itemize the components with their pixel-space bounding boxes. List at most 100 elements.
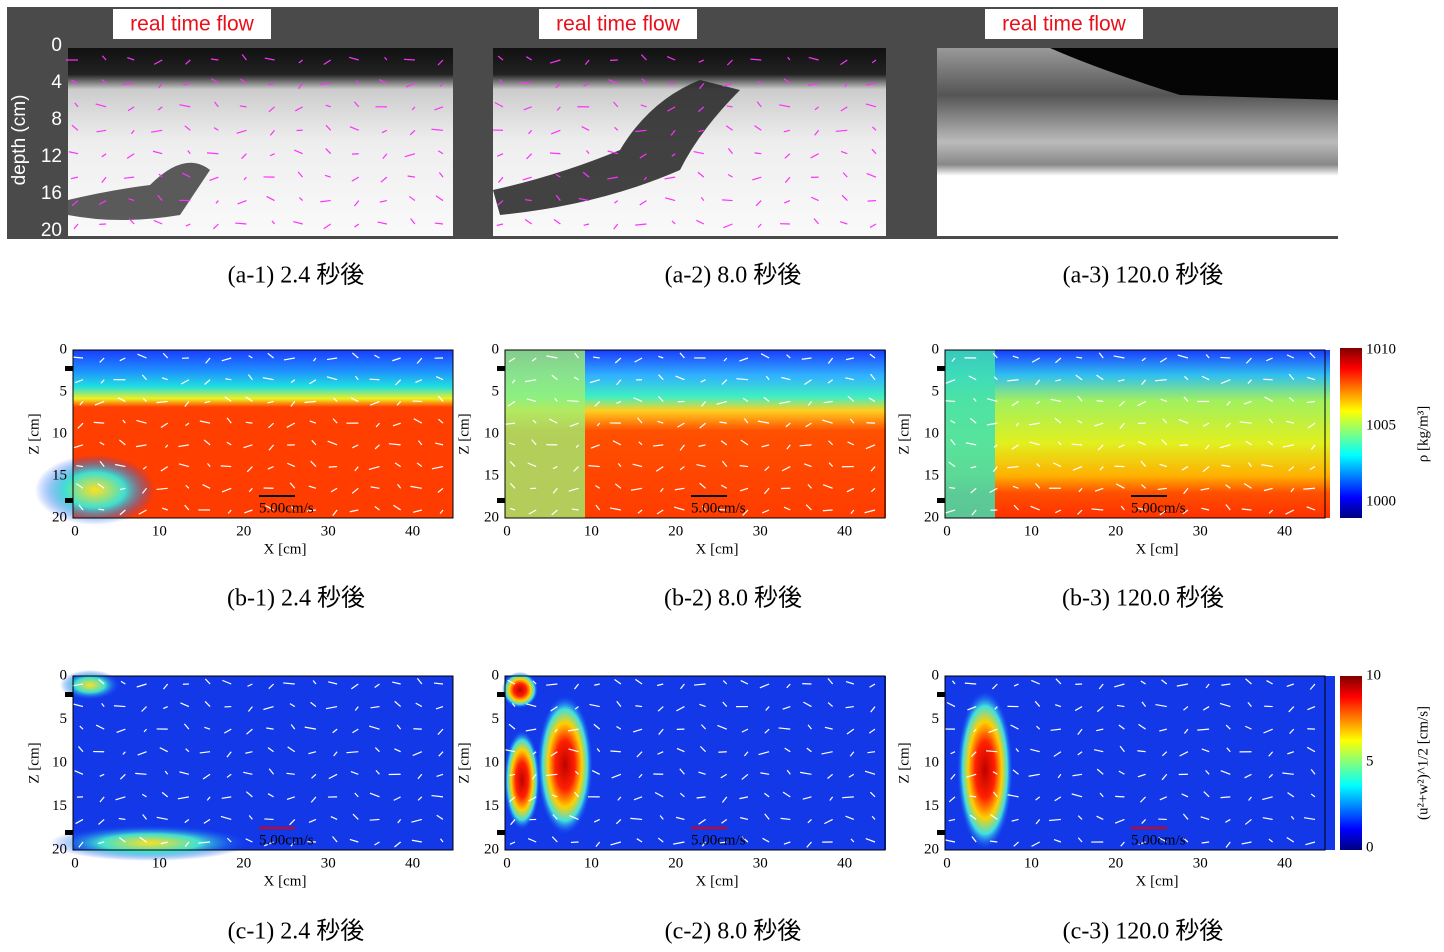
velocity-arrow — [269, 153, 275, 157]
velocity-arrow — [496, 223, 504, 227]
velocity-arrow — [698, 444, 706, 447]
y-tick-label: 0 — [492, 667, 500, 683]
velocity-arrow — [616, 726, 622, 730]
velocity-arrow — [741, 836, 749, 843]
velocity-arrow — [379, 199, 387, 203]
x-axis-label: X [cm] — [1136, 541, 1179, 557]
velocity-arrow — [589, 379, 600, 384]
velocity-arrow — [989, 487, 998, 494]
velocity-arrow — [658, 728, 664, 735]
velocity-arrow — [349, 126, 359, 131]
velocity-arrow — [1247, 462, 1252, 467]
velocity-arrow — [1096, 815, 1104, 820]
velocity-arrow — [287, 746, 296, 753]
velocity-arrow — [787, 56, 791, 61]
velocity-arrow — [568, 487, 579, 492]
velocity-arrow — [869, 791, 876, 798]
velocity-arrow — [210, 58, 219, 61]
x-tick-label: 30 — [321, 855, 336, 871]
velocity-arrow — [349, 509, 359, 513]
velocity-arrow — [311, 439, 317, 446]
velocity-arrow — [610, 750, 621, 753]
velocity-arrow — [1244, 773, 1252, 779]
velocity-arrow — [378, 78, 388, 84]
velocity-arrow — [726, 59, 733, 66]
velocity-arrow — [717, 508, 727, 511]
velocity-arrow — [435, 376, 444, 381]
velocity-arrow — [721, 818, 728, 824]
velocity-arrow — [1245, 357, 1252, 364]
velocity-arrow — [671, 220, 676, 225]
velocity-arrow — [742, 397, 749, 402]
velocity-arrow — [374, 505, 380, 511]
colorbar-tick: 1000 — [1366, 493, 1396, 509]
colorbar-label: ρ [kg/m³] — [1415, 406, 1431, 463]
velocity-arrow — [245, 751, 253, 754]
velocity-arrow — [781, 466, 791, 472]
velocity-arrow — [333, 397, 338, 402]
velocity-arrow — [268, 82, 275, 86]
velocity-arrow — [243, 176, 247, 181]
velocity-arrow — [727, 174, 733, 178]
velocity-arrow — [991, 683, 998, 690]
velocity-arrow — [652, 444, 664, 447]
velocity-arrow — [408, 195, 416, 202]
velocity-arrow — [986, 422, 998, 426]
velocity-arrow — [354, 375, 359, 381]
y-tick-label: 5 — [60, 711, 68, 727]
velocity-arrow — [1155, 379, 1167, 382]
gate-mark — [497, 366, 505, 371]
x-tick-label: 40 — [405, 523, 420, 539]
velocity-arrow — [1226, 401, 1231, 406]
velocity-arrow — [440, 838, 444, 843]
velocity-arrow — [1221, 683, 1231, 686]
x-tick-label: 10 — [152, 855, 167, 871]
velocity-arrow — [244, 509, 253, 514]
velocity-arrow — [827, 702, 834, 708]
velocity-arrow — [574, 352, 580, 359]
velocity-arrow — [1077, 395, 1083, 402]
velocity-arrow — [992, 352, 998, 359]
velocity-arrow — [286, 796, 295, 800]
velocity-arrow — [509, 507, 516, 511]
velocity-arrow — [553, 218, 561, 225]
velocity-arrow — [113, 705, 126, 708]
velocity-arrow — [497, 176, 504, 183]
velocity-arrow — [1054, 796, 1062, 802]
velocity-arrow — [701, 401, 707, 407]
velocity-arrow — [183, 723, 190, 730]
velocity-arrow — [813, 218, 820, 225]
y-tick-label: 20 — [484, 841, 499, 857]
colorbar-tick: 10 — [1366, 667, 1381, 683]
velocity-arrow — [592, 356, 600, 359]
velocity-arrow — [328, 681, 338, 685]
velocity-arrow — [374, 444, 380, 450]
velocity-arrow — [407, 175, 416, 178]
velocity-arrow — [1072, 466, 1083, 471]
velocity-arrow — [497, 200, 504, 206]
velocity-arrow — [758, 751, 770, 756]
velocity-arrow — [1205, 354, 1210, 359]
velocity-arrow — [226, 837, 232, 843]
velocity-arrow — [326, 357, 338, 361]
velocity-arrow — [531, 439, 537, 446]
velocity-arrow — [574, 706, 579, 710]
velocity-arrow — [655, 466, 664, 472]
velocity-arrow — [68, 151, 79, 155]
velocity-arrow — [1159, 509, 1168, 516]
velocity-arrow — [841, 194, 848, 201]
velocity-arrow — [392, 357, 401, 362]
velocity-arrow — [659, 487, 664, 493]
velocity-arrow — [864, 770, 876, 775]
velocity-arrow — [160, 841, 168, 845]
y-axis-label: Z [cm] — [456, 742, 472, 783]
velocity-arrow — [1201, 841, 1210, 844]
velocity-arrow — [207, 463, 211, 467]
velocity-arrow — [1220, 356, 1231, 359]
velocity-arrow — [611, 773, 622, 779]
velocity-arrow — [384, 56, 388, 61]
velocity-arrow — [1161, 751, 1168, 757]
velocity-arrow — [613, 223, 619, 230]
velocity-arrow — [98, 679, 105, 685]
